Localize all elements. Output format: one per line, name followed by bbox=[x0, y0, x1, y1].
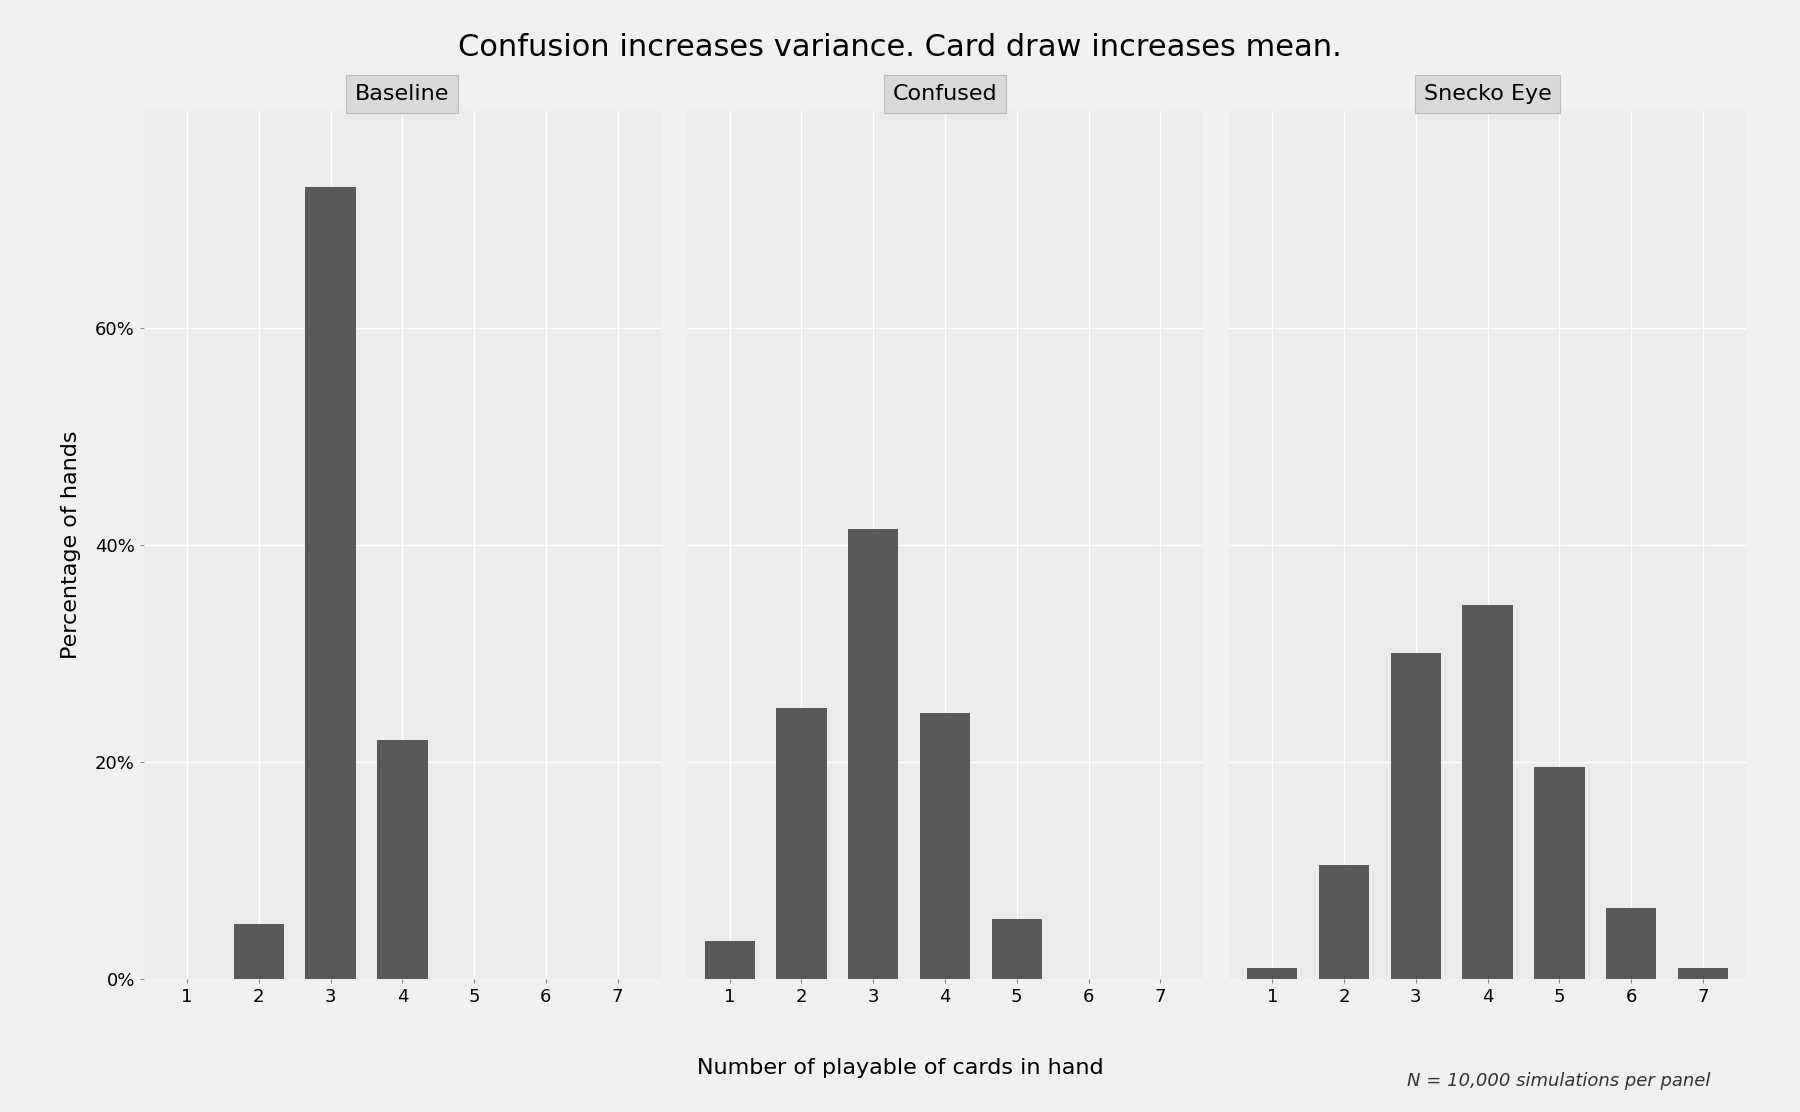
Bar bbox=[704, 941, 754, 979]
Bar bbox=[378, 741, 428, 979]
Text: N = 10,000 simulations per panel: N = 10,000 simulations per panel bbox=[1406, 1072, 1710, 1090]
Title: Baseline: Baseline bbox=[355, 85, 450, 105]
Bar bbox=[776, 707, 826, 979]
Bar bbox=[848, 528, 898, 979]
Bar bbox=[1462, 605, 1512, 979]
Bar bbox=[920, 713, 970, 979]
Bar bbox=[1678, 967, 1728, 979]
Bar bbox=[1534, 767, 1584, 979]
Y-axis label: Percentage of hands: Percentage of hands bbox=[61, 430, 81, 659]
Bar bbox=[1606, 909, 1656, 979]
Bar bbox=[992, 919, 1042, 979]
Text: Confusion increases variance. Card draw increases mean.: Confusion increases variance. Card draw … bbox=[459, 33, 1341, 62]
Bar bbox=[1247, 967, 1298, 979]
Bar bbox=[1319, 865, 1370, 979]
Bar bbox=[234, 924, 284, 979]
Bar bbox=[306, 187, 356, 979]
Title: Snecko Eye: Snecko Eye bbox=[1424, 85, 1552, 105]
Bar bbox=[1391, 653, 1442, 979]
Title: Confused: Confused bbox=[893, 85, 997, 105]
Text: Number of playable of cards in hand: Number of playable of cards in hand bbox=[697, 1058, 1103, 1078]
